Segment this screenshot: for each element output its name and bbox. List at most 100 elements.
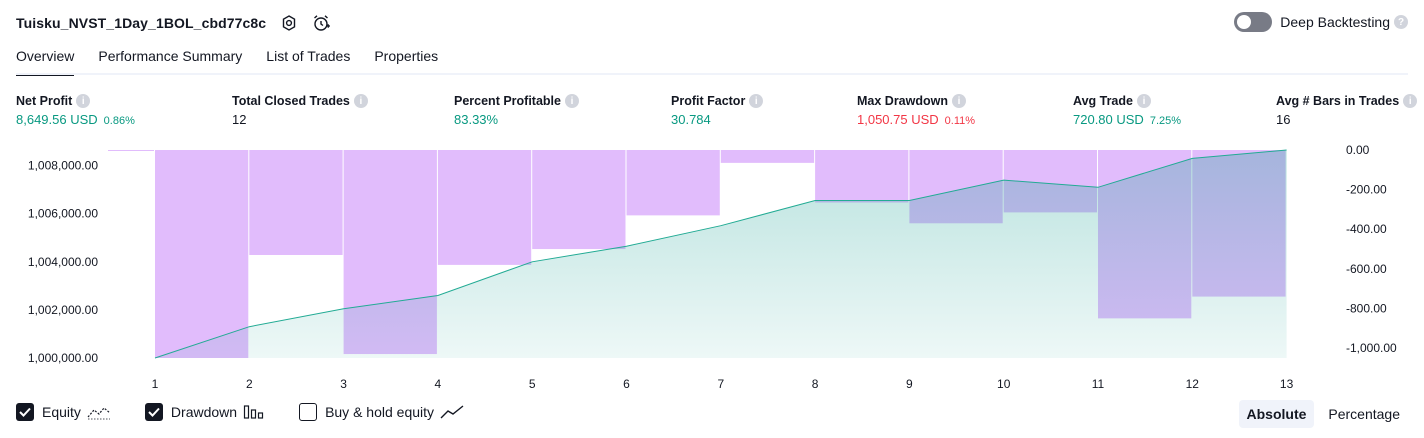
info-icon[interactable]: i — [76, 94, 91, 108]
metric-label: Max Drawdown — [857, 94, 948, 108]
right-tick-label: -600.00 — [1346, 262, 1387, 276]
deep-backtesting: Deep Backtesting ? — [1234, 12, 1408, 32]
drawdown-bar-9 — [815, 150, 909, 203]
left-tick-label: 1,004,000.00 — [28, 255, 98, 269]
info-icon[interactable]: i — [564, 94, 579, 108]
metric-max-drawdown: Max Drawdown i 1,050.75 USD 0.11% — [857, 94, 975, 127]
chart-legend: Equity Drawdown Buy & hold equity — [16, 403, 498, 421]
metric-value: 8,649.56 USD — [16, 112, 98, 127]
buy-hold-line-icon — [440, 404, 464, 420]
drawdown-bar-5 — [437, 150, 532, 265]
drawdown-checkbox[interactable] — [144, 403, 163, 421]
tab-properties[interactable]: Properties — [374, 48, 439, 64]
legend-drawdown[interactable]: Drawdown — [144, 403, 265, 421]
metric-percent: 0.86% — [103, 115, 135, 127]
right-tick-label: -1,000.00 — [1346, 341, 1397, 355]
x-tick-label: 7 — [717, 377, 724, 391]
x-tick-label: 6 — [623, 377, 630, 391]
tab-performance-summary[interactable]: Performance Summary — [98, 48, 243, 64]
metric-value: 1,050.75 USD — [857, 112, 939, 127]
metric-percent: 0.11% — [944, 115, 976, 127]
info-icon[interactable]: i — [1403, 94, 1418, 108]
equity-line — [154, 149, 1287, 359]
x-tick-label: 13 — [1280, 377, 1294, 391]
right-tick-label: 0.00 — [1346, 143, 1370, 157]
equity-checkbox[interactable] — [16, 403, 34, 421]
x-tick-label: 9 — [906, 377, 913, 391]
tab-list-of-trades[interactable]: List of Trades — [266, 48, 351, 64]
metric-percent-profitable: Percent Profitable i 83.33% — [454, 94, 579, 127]
add-alert-clock-icon[interactable] — [310, 12, 332, 34]
strategy-header: Tuisku_NVST_1Day_1BOL_cbd77c8c — [16, 10, 332, 36]
legend-equity[interactable]: Equity — [16, 403, 111, 421]
deep-backtesting-label: Deep Backtesting — [1280, 14, 1390, 30]
metric-net-profit: Net Profit i 8,649.56 USD 0.86% — [16, 94, 135, 127]
x-tick-label: 8 — [812, 377, 819, 391]
metric-total-closed-trades: Total Closed Trades i 12 — [232, 94, 368, 127]
percentage-button[interactable]: Percentage — [1328, 406, 1400, 422]
x-tick-label: 3 — [340, 377, 347, 391]
x-tick-label: 10 — [997, 377, 1011, 391]
x-tick-label: 1 — [152, 377, 159, 391]
legend-label: Buy & hold equity — [325, 404, 435, 420]
left-tick-label: 1,006,000.00 — [28, 207, 98, 221]
legend-label: Equity — [42, 404, 81, 420]
right-tick-label: -800.00 — [1346, 301, 1387, 315]
right-axis-ticks: 0.00 -200.00 -400.00 -600.00 -800.00 -1,000.0… — [1346, 143, 1397, 355]
metric-label: Profit Factor — [671, 94, 746, 108]
right-tick-label: -200.00 — [1346, 183, 1387, 197]
metric-label: Percent Profitable — [454, 94, 561, 108]
tab-overview[interactable]: Overview — [16, 48, 75, 76]
drawdown-bar-6 — [532, 150, 626, 250]
metric-value: 720.80 USD — [1073, 112, 1144, 127]
help-icon[interactable]: ? — [1394, 15, 1408, 29]
drawdown-bars — [108, 150, 1286, 358]
left-tick-label: 1,002,000.00 — [28, 303, 98, 317]
equity-area — [154, 149, 1287, 359]
info-icon[interactable]: i — [749, 94, 764, 108]
metric-avg-bars-in-trades: Avg # Bars in Trades i 16 — [1276, 94, 1418, 127]
drawdown-bar-3 — [249, 150, 343, 255]
x-tick-label: 12 — [1186, 377, 1200, 391]
x-tick-label: 2 — [246, 377, 253, 391]
deep-backtesting-toggle[interactable] — [1234, 12, 1273, 32]
x-tick-label: 4 — [435, 377, 442, 391]
left-axis-ticks: 1,000,000.00 1,002,000.00 1,004,000.00 1,00… — [28, 159, 98, 365]
strategy-title: Tuisku_NVST_1Day_1BOL_cbd77c8c — [16, 15, 267, 31]
left-tick-label: 1,008,000.00 — [28, 159, 98, 173]
metric-label: Net Profit — [16, 94, 73, 108]
metric-percent: 7.25% — [1149, 115, 1182, 127]
x-axis-ticks: 1 2 3 4 5 6 7 8 9 10 11 12 13 — [152, 377, 1294, 391]
info-icon[interactable]: i — [952, 94, 966, 108]
info-icon[interactable]: i — [353, 94, 368, 108]
tab-bar: Overview Performance Summary List of Tra… — [16, 48, 462, 76]
drawdown-bar-1 — [108, 150, 154, 151]
metric-value: 16 — [1276, 112, 1291, 127]
drawdown-bar-8 — [720, 150, 815, 163]
drawdown-bar-2 — [155, 150, 249, 358]
settings-gear-icon[interactable] — [278, 12, 300, 34]
absolute-button[interactable]: Absolute — [1238, 400, 1315, 428]
metric-label: Total Closed Trades — [232, 94, 350, 108]
legend-label: Drawdown — [170, 404, 238, 420]
metric-label: Avg # Bars in Trades — [1276, 94, 1400, 108]
tabs-divider — [16, 73, 1408, 75]
right-tick-label: -400.00 — [1346, 222, 1387, 236]
metric-value: 83.33% — [454, 112, 499, 127]
equity-line-icon — [87, 404, 111, 420]
x-tick-label: 5 — [529, 377, 536, 391]
metric-value: 12 — [232, 112, 247, 127]
buy-hold-checkbox[interactable] — [299, 403, 318, 421]
x-tick-label: 11 — [1092, 377, 1105, 391]
metric-avg-trade: Avg Trade i 720.80 USD 7.25% — [1073, 94, 1181, 127]
metric-label: Avg Trade — [1073, 94, 1133, 108]
left-tick-label: 1,000,000.00 — [28, 351, 98, 365]
equity-drawdown-chart[interactable]: 1,000,000.00 1,002,000.00 1,004,000.00 1,00… — [0, 140, 1424, 392]
metric-value: 30.784 — [671, 112, 711, 127]
legend-buy-hold-equity[interactable]: Buy & hold equity — [299, 403, 464, 421]
equity-fill — [155, 150, 1287, 358]
metric-profit-factor: Profit Factor i 30.784 — [671, 94, 764, 127]
info-icon[interactable]: i — [1136, 94, 1151, 108]
value-mode-switch: Absolute Percentage — [1233, 400, 1409, 428]
drawdown-bar-7 — [626, 150, 720, 216]
